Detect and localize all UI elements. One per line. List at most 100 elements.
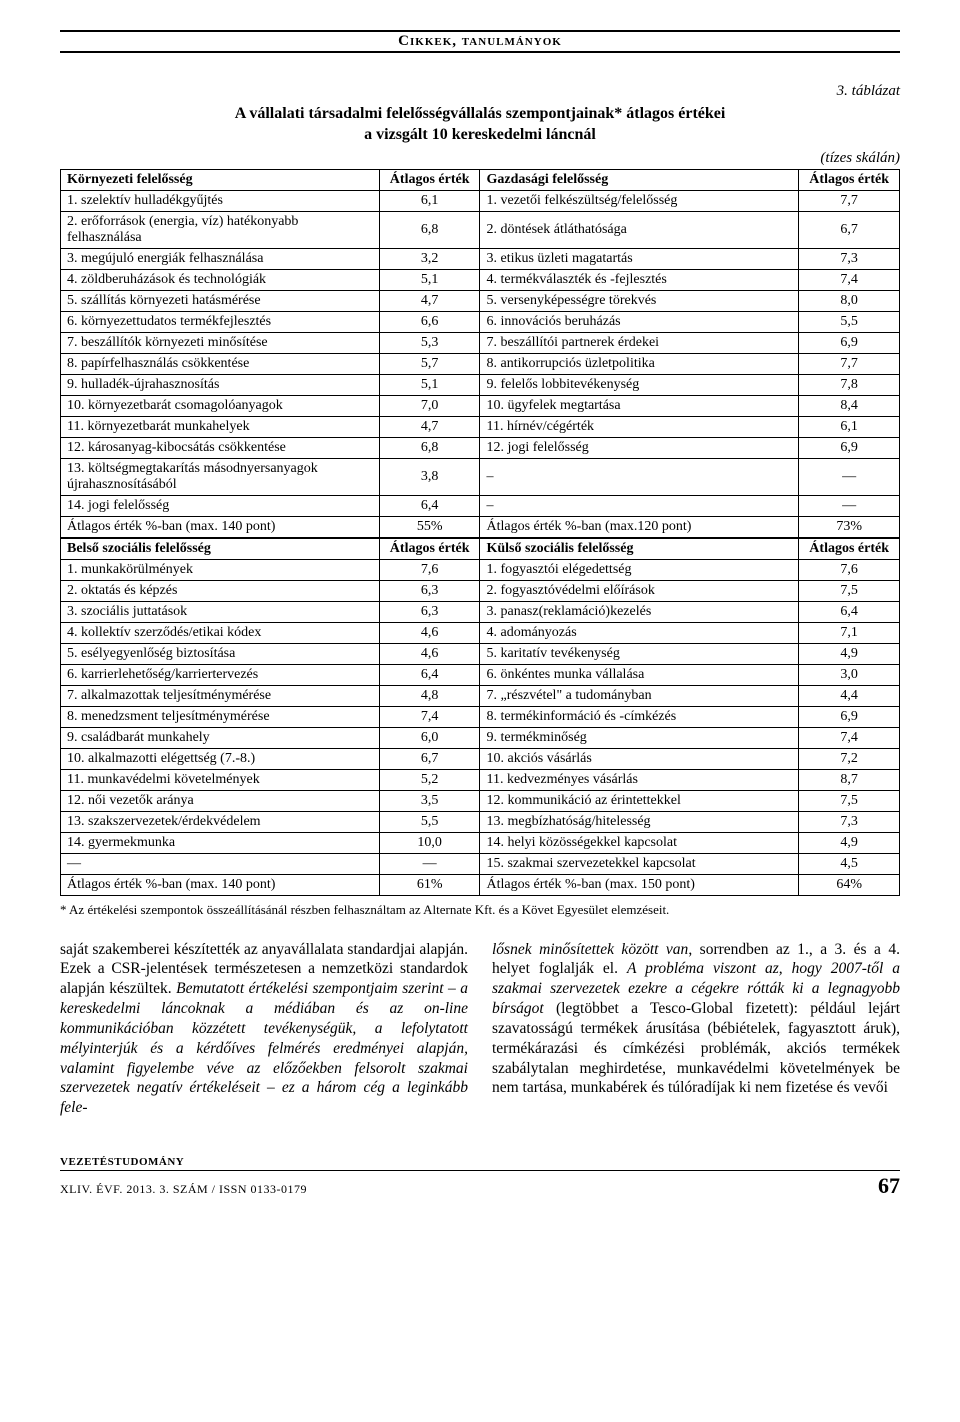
table-header-row-1: Környezeti felelősség Átlagos érték Gazd… bbox=[61, 169, 900, 190]
cell-label: 8. menedzsment teljesítménymérése bbox=[61, 706, 380, 727]
table-title-line2: a vizsgált 10 kereskedelmi láncnál bbox=[364, 126, 596, 143]
table-row: 12. károsanyag-kibocsátás csökkentése6,8… bbox=[61, 437, 900, 458]
cell-label: – bbox=[480, 495, 799, 516]
table-row: 2. oktatás és képzés6,3 2. fogyasztóvéde… bbox=[61, 580, 900, 601]
table-row: 11. környezetbarát munkahelyek4,711. hír… bbox=[61, 416, 900, 437]
cell-value: 4,9 bbox=[799, 832, 900, 853]
col-header: Átlagos érték bbox=[379, 169, 480, 190]
cell-value: 7,4 bbox=[379, 706, 480, 727]
table-header-row-2: Belső szociális felelősség Átlagos érték… bbox=[61, 538, 900, 560]
cell-label: 11. kedvezményes vásárlás bbox=[480, 769, 799, 790]
cell-label: 1. vezetői felkészültség/felelősség bbox=[480, 190, 799, 211]
cell-label: 14. gyermekmunka bbox=[61, 832, 380, 853]
summary-value: 73% bbox=[799, 516, 900, 538]
table-row: 8. menedzsment teljesítménymérése7,4 8. … bbox=[61, 706, 900, 727]
summary-row: Átlagos érték %-ban (max. 140 pont) 61% … bbox=[61, 874, 900, 895]
cell-label: 9. hulladék-újrahasznosítás bbox=[61, 374, 380, 395]
cell-value: 7,6 bbox=[799, 559, 900, 580]
table-title-line1: A vállalati társadalmi felelősségvállalá… bbox=[235, 105, 726, 122]
table-row: 12. női vezetők aránya3,512. kommunikáci… bbox=[61, 790, 900, 811]
cell-label: 13. költségmegtakarítás másodnyersanyago… bbox=[61, 458, 380, 495]
cell-label: 5. esélyegyenlőség biztosítása bbox=[61, 643, 380, 664]
cell-label: 6. környezettudatos termékfejlesztés bbox=[61, 311, 380, 332]
table-row: ——15. szakmai szervezetekkel kapcsolat4,… bbox=[61, 853, 900, 874]
cell-label: 9. felelős lobbitevékenység bbox=[480, 374, 799, 395]
table-scale: (tízes skálán) bbox=[60, 150, 900, 167]
table-row: 3. megújuló energiák felhasználása3,2 3.… bbox=[61, 248, 900, 269]
cell-value: 6,3 bbox=[379, 580, 480, 601]
summary-value: 64% bbox=[799, 874, 900, 895]
cell-label: 9. családbarát munkahely bbox=[61, 727, 380, 748]
cell-label: 1. munkakörülmények bbox=[61, 559, 380, 580]
cell-value: 6,8 bbox=[379, 437, 480, 458]
cell-label: 11. hírnév/cégérték bbox=[480, 416, 799, 437]
cell-label: 5. karitatív tevékenység bbox=[480, 643, 799, 664]
table-row: 13. költségmegtakarítás másodnyersanyago… bbox=[61, 458, 900, 495]
cell-label: 1. fogyasztói elégedettség bbox=[480, 559, 799, 580]
cell-value: 8,4 bbox=[799, 395, 900, 416]
cell-value: 6,9 bbox=[799, 437, 900, 458]
page: Cikkek, tanulmányok 3. táblázat A vállal… bbox=[0, 0, 960, 1229]
cell-value: 6,4 bbox=[799, 601, 900, 622]
footer-brand: vezetéstudomány bbox=[60, 1152, 900, 1170]
table-row: 14. jogi felelősség6,4 –— bbox=[61, 495, 900, 516]
table-row: 2. erőforrások (energia, víz) hatékonyab… bbox=[61, 211, 900, 248]
cell-value: 6,6 bbox=[379, 311, 480, 332]
cell-value: 6,1 bbox=[379, 190, 480, 211]
cell-label: 10. akciós vásárlás bbox=[480, 748, 799, 769]
body-columns: saját szakemberei készítették az anyavál… bbox=[60, 940, 900, 1118]
cell-label: 7. beszállítók környezeti minősítése bbox=[61, 332, 380, 353]
col-header: Gazdasági felelősség bbox=[480, 169, 799, 190]
cell-label: 2. döntések átláthatósága bbox=[480, 211, 799, 248]
cell-value: 6,0 bbox=[379, 727, 480, 748]
col-header: Átlagos érték bbox=[799, 169, 900, 190]
summary-label: Átlagos érték %-ban (max. 140 pont) bbox=[61, 874, 380, 895]
body-text: saját szakemberei készítették az anyavál… bbox=[60, 941, 468, 1117]
cell-label: 10. ügyfelek megtartása bbox=[480, 395, 799, 416]
cell-label: 4. kollektív szerződés/etikai kódex bbox=[61, 622, 380, 643]
cell-value: 4,6 bbox=[379, 622, 480, 643]
cell-value: 5,1 bbox=[379, 269, 480, 290]
cell-value: 4,5 bbox=[799, 853, 900, 874]
cell-label: 13. megbízhatóság/hitelesség bbox=[480, 811, 799, 832]
table-number-label: 3. táblázat bbox=[60, 83, 900, 100]
footer-page-number: 67 bbox=[878, 1173, 900, 1199]
cell-value: 4,6 bbox=[379, 643, 480, 664]
cell-label: 15. szakmai szervezetekkel kapcsolat bbox=[480, 853, 799, 874]
cell-label: 4. zöldberuházások és technológiák bbox=[61, 269, 380, 290]
body-column-left: saját szakemberei készítették az anyavál… bbox=[60, 940, 468, 1118]
cell-label: 4. adományozás bbox=[480, 622, 799, 643]
cell-value: 6,3 bbox=[379, 601, 480, 622]
cell-value: 7,2 bbox=[799, 748, 900, 769]
summary-row: Átlagos érték %-ban (max. 140 pont) 55% … bbox=[61, 516, 900, 538]
cell-value: 7,7 bbox=[799, 190, 900, 211]
cell-value: 6,9 bbox=[799, 332, 900, 353]
cell-value: 7,8 bbox=[799, 374, 900, 395]
cell-value: 5,5 bbox=[379, 811, 480, 832]
table-row: 8. papírfelhasználás csökkentése5,7 8. a… bbox=[61, 353, 900, 374]
cell-value: 7,5 bbox=[799, 790, 900, 811]
cell-value: 5,5 bbox=[799, 311, 900, 332]
cell-value: 4,7 bbox=[379, 290, 480, 311]
cell-value: 8,0 bbox=[799, 290, 900, 311]
data-table: Környezeti felelősség Átlagos érték Gazd… bbox=[60, 169, 900, 896]
cell-label: 11. munkavédelmi követelmények bbox=[61, 769, 380, 790]
table-row: 6. karrierlehetőség/karriertervezés6,4 6… bbox=[61, 664, 900, 685]
cell-value: 3,2 bbox=[379, 248, 480, 269]
summary-value: 61% bbox=[379, 874, 480, 895]
cell-value: 7,3 bbox=[799, 811, 900, 832]
cell-label: 10. alkalmazotti elégettség (7.-8.) bbox=[61, 748, 380, 769]
footnote: * Az értékelési szempontok összeállításá… bbox=[60, 902, 900, 918]
cell-value: 10,0 bbox=[379, 832, 480, 853]
cell-value: 6,8 bbox=[379, 211, 480, 248]
summary-label: Átlagos érték %-ban (max. 140 pont) bbox=[61, 516, 380, 538]
cell-label: 2. fogyasztóvédelmi előírások bbox=[480, 580, 799, 601]
table-row: 7. beszállítók környezeti minősítése5,3 … bbox=[61, 332, 900, 353]
cell-label: 2. oktatás és képzés bbox=[61, 580, 380, 601]
cell-value: 7,1 bbox=[799, 622, 900, 643]
cell-label: 12. kommunikáció az érintettekkel bbox=[480, 790, 799, 811]
cell-value: 6,4 bbox=[379, 495, 480, 516]
col-header: Belső szociális felelősség bbox=[61, 538, 380, 560]
col-header: Környezeti felelősség bbox=[61, 169, 380, 190]
summary-label: Átlagos érték %-ban (max. 150 pont) bbox=[480, 874, 799, 895]
